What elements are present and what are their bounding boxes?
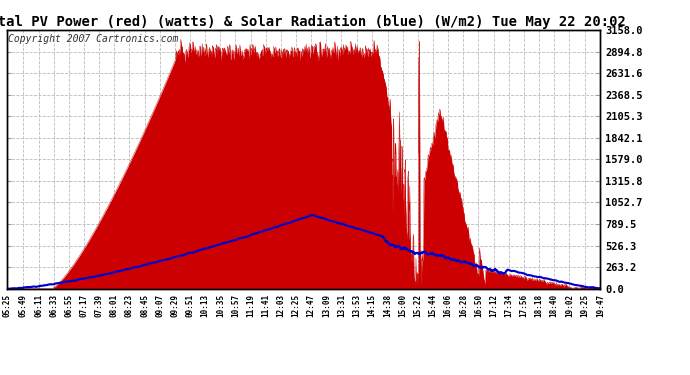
Title: Total PV Power (red) (watts) & Solar Radiation (blue) (W/m2) Tue May 22 20:02: Total PV Power (red) (watts) & Solar Rad…: [0, 15, 626, 29]
Text: Copyright 2007 Cartronics.com: Copyright 2007 Cartronics.com: [8, 34, 179, 44]
